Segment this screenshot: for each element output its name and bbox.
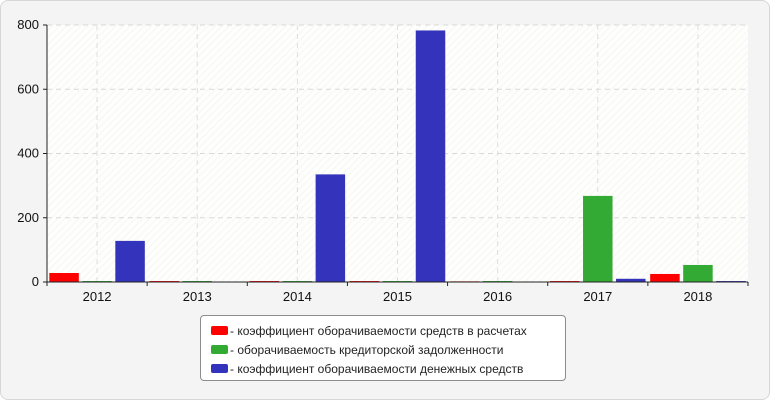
x-tick-label: 2015 [383, 289, 412, 304]
legend-item-series-2: - оборачиваемость кредиторской задолженн… [211, 340, 565, 359]
legend-swatch-red [211, 326, 228, 335]
x-tick-label: 2016 [483, 289, 512, 304]
x-tick-labels: 2012 2013 2014 2015 2016 2017 2018 [83, 289, 713, 304]
bar [415, 30, 446, 283]
axes [43, 24, 749, 286]
x-tick-label: 2013 [183, 289, 212, 304]
legend: - коэффициент оборачиваемости средств в … [200, 315, 566, 381]
bar [683, 264, 713, 282]
x-tick-label: 2017 [583, 289, 612, 304]
bar [49, 273, 79, 282]
legend-swatch-blue [211, 364, 228, 373]
grid-lines [47, 24, 748, 282]
legend-item-series-3: - коэффициент оборачиваемости денежных с… [211, 359, 565, 378]
y-tick-label: 600 [17, 81, 39, 96]
legend-swatch-green [211, 345, 228, 354]
bar [616, 278, 646, 282]
x-tick-label: 2014 [283, 289, 312, 304]
bar [115, 240, 145, 282]
bar [583, 195, 613, 282]
legend-label: - оборачиваемость кредиторской задолженн… [230, 342, 504, 357]
bar [315, 174, 346, 282]
y-tick-label: 800 [17, 17, 39, 32]
y-tick-label: 400 [17, 146, 39, 161]
y-tick-label: 200 [17, 210, 39, 225]
x-tick-label: 2012 [83, 289, 112, 304]
y-tick-label: 0 [32, 274, 39, 289]
y-tick-labels: 0 200 400 600 800 [17, 17, 39, 289]
legend-label: - коэффициент оборачиваемости средств в … [230, 323, 527, 338]
legend-label: - коэффициент оборачиваемости денежных с… [230, 361, 524, 376]
bar [650, 273, 680, 282]
legend-item-series-1: - коэффициент оборачиваемости средств в … [211, 321, 565, 340]
x-tick-label: 2018 [683, 289, 712, 304]
